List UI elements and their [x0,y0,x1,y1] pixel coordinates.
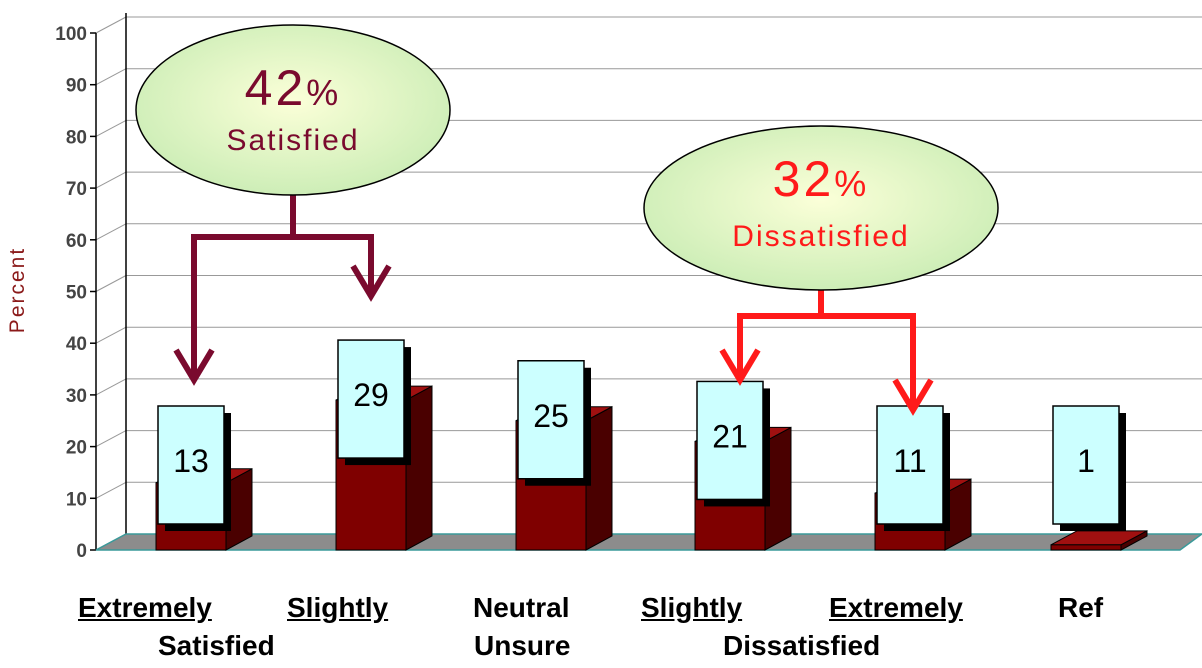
y-tick-label: 50 [66,283,87,304]
callout-label: Satisfied [226,124,359,157]
data-label-4: 11 [876,405,950,531]
group-label-unsure: Unsure [474,630,571,661]
callout-value: 42% [245,60,342,116]
gridline-diag [95,68,127,86]
data-label-3: 21 [696,380,770,507]
callout-0: 42% Satisfied [135,24,451,386]
gridline-diag [95,171,127,189]
y-axis-label: Percent [6,247,29,333]
y-tick-label: 70 [66,179,87,200]
gridline-diag [95,326,127,344]
callout-left-arrowhead [173,348,215,386]
callouts: 42% Satisfied 32% Dissatisfied [135,24,999,416]
y-tick-label: 30 [66,386,87,407]
bar-front [1050,544,1122,551]
y-tick-label: 80 [66,127,87,148]
data-label-box [696,380,764,501]
callout-ellipse [135,24,451,196]
gridline-diag [95,119,127,137]
data-label-text: 21 [712,418,748,454]
group-label-satisfied: Satisfied [158,630,275,661]
data-label-box [876,405,944,525]
data-label-2: 25 [517,360,591,486]
gridline-diag [95,275,127,292]
bars [155,385,1148,551]
bar-5 [1050,529,1148,551]
chart-floor [95,533,1202,551]
y-tick-label: 20 [66,438,87,459]
y-tick-label: 90 [66,76,87,97]
data-label-text: 11 [893,443,926,479]
data-label-box [157,405,225,525]
floor-plane [95,533,1202,551]
gridline-diag [95,378,127,396]
data-label-1: 29 [337,339,411,466]
y-axis: 0 10 20 30 40 50 60 70 80 90 100 [55,13,127,562]
data-label-box [337,339,405,459]
y-tick-label: 0 [76,541,87,562]
y-tick-label: 100 [55,24,87,45]
callout-1: 32% Dissatisfied [643,125,999,416]
callout-left-arrowhead [719,348,761,386]
category-label-extremely-dissatisfied: Extremely [829,592,963,623]
category-label-slightly-dissatisfied: Slightly [641,592,743,623]
category-label-ref: Ref [1058,592,1104,623]
callout-label: Dissatisfied [732,220,909,253]
data-label-text: 13 [173,443,209,479]
gridline-diag [95,430,127,448]
data-label-text: 29 [353,377,389,413]
category-label-extremely-satisfied: Extremely [78,592,212,623]
data-label-text: 25 [533,398,569,434]
data-label-box [517,360,585,480]
callout-ellipse [643,125,999,291]
category-label-slightly-satisfied: Slightly [287,592,389,623]
callout-right-arrowhead [892,378,934,416]
data-label-box [1052,405,1120,525]
data-label-0: 13 [157,405,231,531]
callout-value: 32% [773,151,870,207]
group-label-dissatisfied: Dissatisfied [723,630,881,661]
y-tick-label: 40 [66,334,87,355]
y-tick-label: 10 [66,489,87,510]
y-tick-label: 60 [66,231,87,252]
data-label-5: 1 [1052,405,1126,531]
gridline-diag [95,481,127,499]
gridline-diag [95,223,127,241]
callout-right-arrowhead [350,264,392,302]
data-label-text: 1 [1077,443,1095,479]
gridline-diag [95,16,127,34]
category-label-neutral: Neutral [473,592,570,623]
